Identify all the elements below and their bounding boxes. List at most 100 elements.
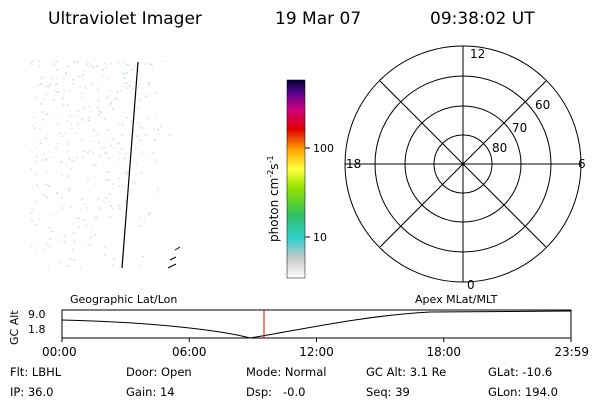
label-part: -1 xyxy=(266,155,275,163)
dot xyxy=(66,104,69,106)
dot xyxy=(109,61,112,64)
dot xyxy=(118,185,121,187)
dot xyxy=(30,62,33,64)
dot xyxy=(45,158,48,160)
dot xyxy=(140,172,143,174)
dot xyxy=(61,135,64,137)
dot xyxy=(122,72,125,75)
dot xyxy=(30,150,33,153)
dot xyxy=(31,208,34,211)
dot xyxy=(94,216,97,218)
dot xyxy=(99,111,102,114)
dot xyxy=(81,198,84,201)
dot xyxy=(79,139,82,141)
dot xyxy=(34,201,37,203)
dot xyxy=(85,206,88,209)
dot xyxy=(68,158,71,160)
dot xyxy=(157,133,160,135)
dot xyxy=(157,191,160,193)
dot xyxy=(148,83,151,85)
dot xyxy=(35,160,37,163)
dot xyxy=(117,177,120,179)
colorbar-tick: 10 xyxy=(313,231,327,244)
dot xyxy=(107,157,110,159)
dot xyxy=(89,149,92,152)
dot xyxy=(90,83,93,85)
dot xyxy=(35,224,38,226)
dot xyxy=(109,63,112,65)
dot xyxy=(141,151,144,154)
dot xyxy=(41,78,44,80)
dot xyxy=(137,107,140,109)
image-scatter xyxy=(30,60,171,268)
dot xyxy=(126,171,129,173)
mlt-label: 6 xyxy=(578,157,586,171)
dot xyxy=(97,198,100,200)
dot xyxy=(138,82,141,85)
dot xyxy=(126,64,129,66)
right-label: Apex MLat/MLT xyxy=(415,293,498,306)
mlat-label: 70 xyxy=(512,121,527,135)
dot xyxy=(109,216,112,218)
dot xyxy=(134,65,137,67)
dot xyxy=(103,246,106,248)
dot xyxy=(84,203,87,205)
dot xyxy=(68,75,71,77)
dot xyxy=(68,90,71,92)
dot xyxy=(58,261,61,264)
dot xyxy=(126,86,129,89)
dot xyxy=(122,76,125,79)
dot xyxy=(109,145,112,147)
dot xyxy=(66,175,69,177)
dot xyxy=(58,132,61,134)
dot xyxy=(122,85,125,88)
dot xyxy=(30,219,33,222)
dot xyxy=(45,93,48,95)
dot xyxy=(60,161,63,163)
dot xyxy=(71,248,74,251)
dot xyxy=(155,159,158,162)
dot xyxy=(136,122,139,124)
dot xyxy=(139,73,142,76)
dot xyxy=(38,244,41,247)
dot xyxy=(104,62,107,65)
dot xyxy=(119,190,122,193)
dot xyxy=(121,124,124,126)
footer-field: IP: 36.0 xyxy=(10,385,53,399)
dot xyxy=(71,223,74,225)
dot xyxy=(101,199,104,201)
dot xyxy=(104,146,107,148)
x-tick: 06:00 xyxy=(172,345,207,359)
dot xyxy=(139,99,141,101)
dot xyxy=(103,152,106,154)
dot xyxy=(87,178,90,180)
dot xyxy=(42,153,45,155)
dot xyxy=(78,76,81,78)
dot xyxy=(31,60,34,62)
dot xyxy=(56,91,58,94)
dot xyxy=(90,226,93,228)
dot xyxy=(55,170,58,172)
dot xyxy=(64,72,67,74)
dot xyxy=(115,141,118,144)
dot xyxy=(106,96,109,99)
dot xyxy=(72,232,75,234)
dot xyxy=(86,151,89,154)
dot xyxy=(97,206,100,209)
dot xyxy=(36,156,38,158)
y-label: GC Alt xyxy=(8,310,21,345)
dot xyxy=(94,183,97,186)
dot xyxy=(38,218,41,220)
dot xyxy=(82,150,85,152)
dot xyxy=(107,179,110,181)
dot xyxy=(37,84,40,86)
dot xyxy=(76,115,79,118)
dot xyxy=(30,63,33,66)
dot xyxy=(85,209,88,212)
dot xyxy=(56,83,59,85)
dot xyxy=(123,171,126,174)
dot xyxy=(121,148,124,150)
altitude-curve xyxy=(61,310,572,339)
dot xyxy=(32,185,35,188)
dot xyxy=(42,119,45,121)
